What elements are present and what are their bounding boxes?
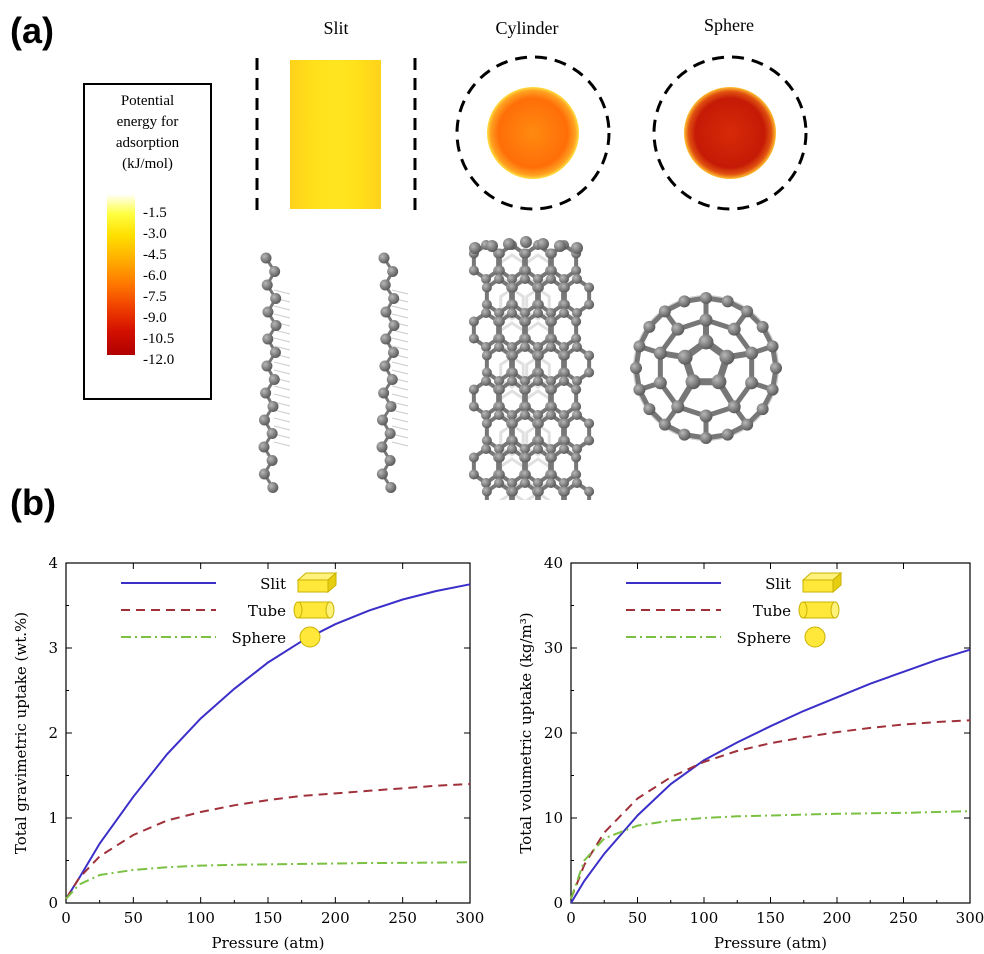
colorbar-title-line-4: (kJ/mol) <box>122 156 173 172</box>
y-tick-label: 20 <box>544 724 563 742</box>
sphere-icon <box>299 626 321 648</box>
legend-label: Slit <box>765 575 791 593</box>
colorbar-tick: -1.5 <box>143 205 167 221</box>
colorbar-tick: -6.0 <box>143 268 167 284</box>
colorbar-title-line-1: Potential <box>120 93 175 109</box>
y-tick-label: 3 <box>48 639 58 657</box>
x-axis-label: Pressure (atm) <box>212 934 325 952</box>
colorbar-tick: -3.0 <box>143 226 167 242</box>
title-slit: Slit <box>323 18 349 38</box>
series-line-slit <box>65 583 471 900</box>
tube-icon <box>293 601 335 619</box>
title-sphere: Sphere <box>704 15 754 35</box>
gravimetric-uptake-chart: 0 50 100 150 200 250 300 0 1 2 3 4 Pressure (atm) Tot… <box>12 554 484 952</box>
x-tick-label: 300 <box>456 909 485 927</box>
x-tick-label: 50 <box>124 909 143 927</box>
legend-label: Tube <box>753 602 791 620</box>
colorbar-tick: -9.0 <box>143 310 167 326</box>
x-tick-label: 100 <box>690 909 719 927</box>
series-line-tube <box>570 719 971 900</box>
y-tick-label: 30 <box>544 639 563 657</box>
colorbar-title-line-2: energy for <box>116 114 179 130</box>
y-tick-label: 0 <box>48 894 58 912</box>
x-tick-label: 150 <box>756 909 785 927</box>
x-tick-label: 100 <box>186 909 215 927</box>
y-tick-label: 40 <box>544 554 563 572</box>
y-axis-label: Total gravimetric uptake (wt.%) <box>12 612 30 854</box>
volumetric-uptake-chart: 0 50 100 150 200 250 300 0 10 20 30 40 Pressure (atm… <box>517 554 984 952</box>
x-tick-label: 250 <box>388 909 417 927</box>
panel-a-label: (a) <box>10 10 54 51</box>
slit-potential-map <box>255 58 417 210</box>
x-tick-label: 150 <box>254 909 283 927</box>
series-line-sphere <box>570 810 971 900</box>
series-line-sphere <box>65 861 471 900</box>
x-tick-label: 200 <box>321 909 350 927</box>
colorbar-tick: -12.0 <box>143 352 175 368</box>
carbon-nanotube <box>468 236 595 500</box>
sphere-icon <box>804 626 826 648</box>
x-tick-label: 0 <box>566 909 576 927</box>
y-tick-label: 2 <box>48 724 58 742</box>
colorbar-tick: -7.5 <box>143 289 167 305</box>
graphene-sheet-right <box>376 252 409 493</box>
x-tick-label: 200 <box>823 909 852 927</box>
legend-label: Slit <box>260 575 286 593</box>
x-tick-label: 300 <box>956 909 984 927</box>
y-tick-label: 0 <box>553 894 563 912</box>
colorbar-gradient <box>107 195 135 355</box>
colorbar-legend: Potential energy for adsorption (kJ/mol)… <box>83 83 212 400</box>
structure-illustrations <box>255 55 808 500</box>
slab-icon <box>296 571 338 594</box>
x-tick-label: 50 <box>628 909 647 927</box>
fullerene-c60 <box>630 292 782 444</box>
colorbar-tick: -10.5 <box>143 331 175 347</box>
slab-icon <box>801 571 843 594</box>
colorbar-title-line-3: adsorption <box>115 135 180 151</box>
legend-label: Sphere <box>737 629 792 647</box>
y-axis-label: Total volumetric uptake (kg/m³) <box>517 612 535 853</box>
y-tick-label: 10 <box>544 809 563 827</box>
series-line-tube <box>65 783 471 900</box>
y-tick-label: 4 <box>48 554 58 572</box>
cylinder-potential-map <box>455 55 611 211</box>
series-line-slit <box>570 648 971 904</box>
sphere-potential-map <box>652 55 808 211</box>
x-tick-label: 250 <box>889 909 918 927</box>
x-tick-label: 0 <box>61 909 71 927</box>
y-tick-label: 1 <box>48 809 58 827</box>
title-cylinder: Cylinder <box>495 18 559 38</box>
legend-label: Tube <box>248 602 286 620</box>
x-axis-label: Pressure (atm) <box>714 934 827 952</box>
legend-label: Sphere <box>232 629 287 647</box>
panel-b-label: (b) <box>10 482 56 523</box>
tube-icon <box>798 601 840 619</box>
colorbar-tick: -4.5 <box>143 247 167 263</box>
graphene-sheet-left <box>258 252 291 493</box>
